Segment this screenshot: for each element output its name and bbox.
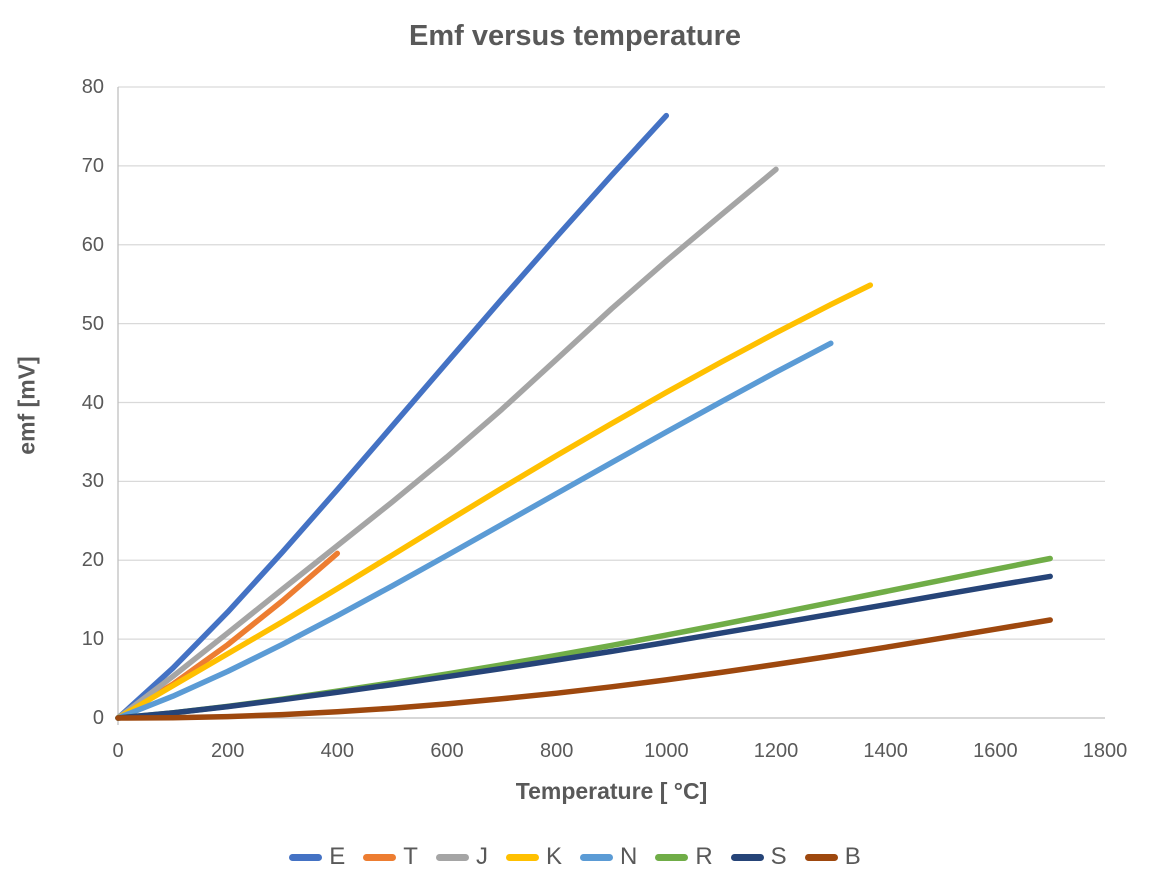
- legend-swatch-R: [655, 853, 689, 861]
- y-tick-label-40: 40: [81, 391, 104, 414]
- legend-label-K: K: [545, 843, 562, 870]
- legend-swatch-B: [804, 853, 838, 861]
- y-axis-title: emf [mV]: [13, 356, 40, 455]
- legend-swatch-T: [363, 853, 397, 861]
- x-tick-label-0: 0: [112, 740, 124, 762]
- legend-swatch-E: [289, 853, 323, 861]
- series-N-line: [115, 340, 834, 721]
- x-tick-label-1200: 1200: [753, 740, 799, 762]
- x-tick-label-1400: 1400: [863, 740, 908, 762]
- legend-label-S: S: [770, 843, 787, 870]
- legend-item-J: J: [435, 843, 488, 871]
- series-J-line: [115, 166, 779, 721]
- legend-label-N: N: [619, 843, 638, 870]
- legend-label-B: B: [844, 843, 861, 870]
- y-tick-label-10: 10: [81, 628, 104, 651]
- x-tick-label-600: 600: [430, 740, 464, 762]
- legend-item-S: S: [730, 843, 787, 871]
- chart-title: Emf versus temperature: [408, 20, 742, 52]
- legend-label-T: T: [403, 843, 418, 870]
- x-tick-label-200: 200: [210, 740, 245, 762]
- legend-item-B: B: [804, 843, 861, 871]
- y-tick-label-30: 30: [81, 470, 104, 493]
- x-axis-title: Temperature [ °C]: [515, 778, 708, 804]
- legend-label-R: R: [695, 843, 713, 870]
- legend-swatch-S: [730, 853, 764, 861]
- x-tick-label-1000: 1000: [644, 740, 689, 762]
- legend-swatch-N: [579, 853, 613, 861]
- y-tick-label-0: 0: [92, 707, 104, 729]
- x-tick-label-400: 400: [320, 740, 355, 762]
- legend-item-R: R: [655, 843, 713, 871]
- legend-item-T: T: [363, 843, 418, 871]
- x-tick-label-1800: 1800: [1082, 740, 1128, 762]
- legend-item-N: N: [579, 843, 638, 871]
- legend-swatch-K: [505, 853, 539, 861]
- legend-label-J: J: [475, 843, 488, 870]
- y-tick-label-70: 70: [81, 154, 104, 177]
- y-tick-label-80: 80: [81, 76, 104, 98]
- y-tick-label-60: 60: [81, 233, 104, 256]
- series-K-line: [115, 282, 874, 721]
- legend-label-E: E: [329, 843, 346, 870]
- series-E-line: [115, 112, 670, 721]
- x-tick-label-800: 800: [539, 740, 574, 762]
- y-tick-label-20: 20: [81, 549, 104, 572]
- legend-item-E: E: [289, 843, 345, 871]
- y-tick-label-50: 50: [81, 312, 104, 335]
- legend-item-K: K: [505, 843, 562, 871]
- x-tick-label-1600: 1600: [973, 740, 1018, 762]
- legend-swatch-J: [435, 853, 469, 861]
- series-B-line: [115, 617, 1053, 721]
- series-S-line: [115, 573, 1053, 721]
